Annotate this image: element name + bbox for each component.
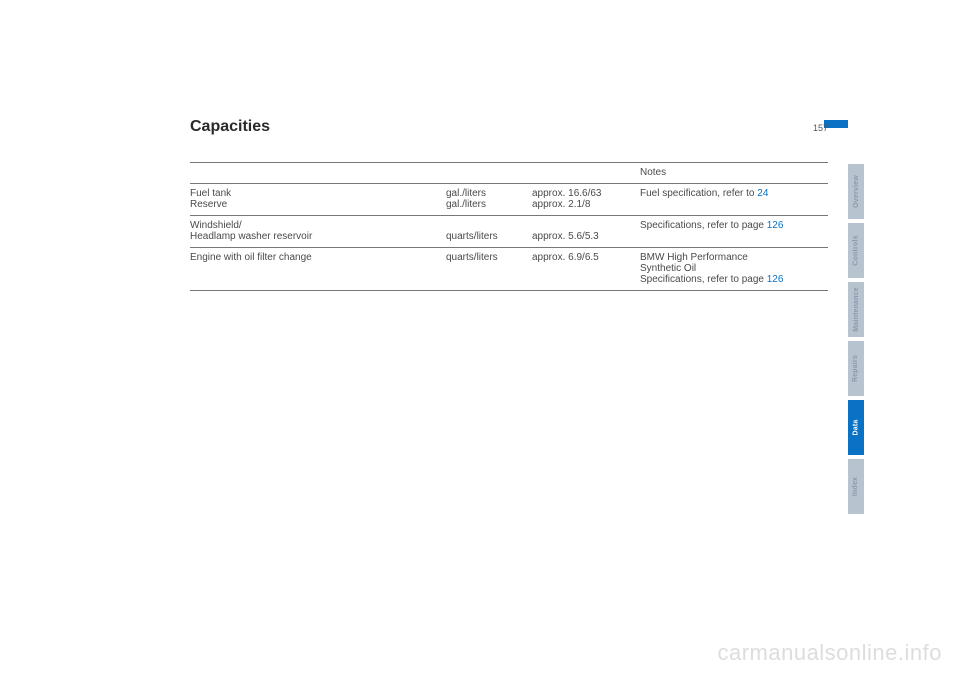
watermark: carmanualsonline.info [717,640,942,666]
text: Windshield/ [190,220,242,231]
cell-value: approx. 16.6/63 approx. 2.1/8 [532,184,640,216]
text: Synthetic Oil [640,263,696,274]
header-row: Capacities 157 [190,118,828,136]
text: gal./liters [446,188,486,199]
page-link[interactable]: 126 [767,274,784,285]
col-unit [446,163,532,184]
tab-index[interactable]: Index [848,459,864,514]
cell-item: Fuel tank Reserve [190,184,446,216]
text: Specifications, refer to page [640,220,767,231]
text: Fuel tank [190,188,231,199]
page-link[interactable]: 126 [767,220,784,231]
text: approx. 5.6/5.3 [532,231,599,242]
text: Fuel specification, refer to [640,188,757,199]
tab-label: Data [852,420,859,436]
page-title: Capacities [190,118,270,136]
table-row: Windshield/ Headlamp washer reservoir qu… [190,216,828,248]
cell-note: Fuel specification, refer to 24 [640,184,828,216]
text: BMW High Performance [640,252,748,263]
tab-repairs[interactable]: Repairs [848,341,864,396]
tab-overview[interactable]: Overview [848,164,864,219]
page-content: Capacities 157 Notes Fuel tank Reserve g… [190,118,828,291]
text: approx. 2.1/8 [532,199,590,210]
cell-item: Engine with oil filter change [190,248,446,291]
text: approx. 16.6/63 [532,188,602,199]
capacities-table: Notes Fuel tank Reserve gal./liters gal.… [190,162,828,291]
text: Headlamp washer reservoir [190,231,312,242]
cell-unit: quarts/liters [446,248,532,291]
tab-label: Overview [853,175,860,208]
tab-label: Controls [853,235,860,265]
table-row: Fuel tank Reserve gal./liters gal./liter… [190,184,828,216]
tab-controls[interactable]: Controls [848,223,864,278]
cell-note: BMW High Performance Synthetic Oil Speci… [640,248,828,291]
text: gal./liters [446,199,486,210]
text: Specifications, refer to page [640,274,767,285]
tab-maintenance[interactable]: Maintenance [848,282,864,337]
col-value [532,163,640,184]
table-header-row: Notes [190,163,828,184]
text: quarts/liters [446,231,498,242]
cell-value: approx. 5.6/5.3 [532,216,640,248]
page-number: 157 [813,123,828,133]
cell-unit: gal./liters gal./liters [446,184,532,216]
cell-note: Specifications, refer to page 126 [640,216,828,248]
tab-label: Index [853,477,860,496]
side-tabs: Overview Controls Maintenance Repairs Da… [848,164,864,518]
text: Reserve [190,199,227,210]
tab-label: Repairs [853,355,860,382]
col-notes: Notes [640,163,828,184]
tab-label: Maintenance [853,287,860,332]
col-item [190,163,446,184]
table-row: Engine with oil filter change quarts/lit… [190,248,828,291]
cell-value: approx. 6.9/6.5 [532,248,640,291]
tab-data[interactable]: Data [848,400,864,455]
page-link[interactable]: 24 [757,188,768,199]
cell-unit: quarts/liters [446,216,532,248]
cell-item: Windshield/ Headlamp washer reservoir [190,216,446,248]
